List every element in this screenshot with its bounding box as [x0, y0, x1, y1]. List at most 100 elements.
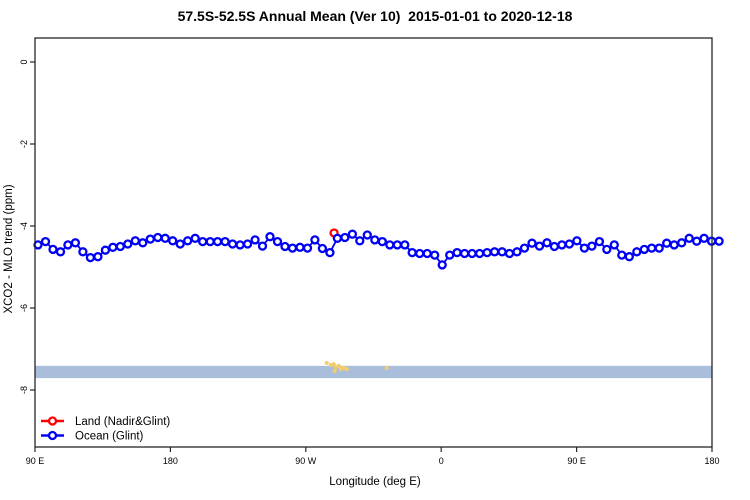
ocean-point [467, 248, 477, 259]
speck-point [336, 363, 341, 368]
legend-marker-ocean [47, 430, 58, 441]
ocean-point [340, 232, 350, 243]
y-tick-label: -6 [19, 304, 29, 312]
ocean-point [63, 240, 73, 250]
frame-layer [34, 37, 713, 448]
ocean-point [624, 252, 634, 262]
ocean-point [385, 240, 395, 250]
ocean-point [130, 236, 140, 246]
ocean-point [445, 250, 455, 260]
ocean-point [572, 236, 582, 246]
ocean-point [400, 240, 410, 250]
ocean-point [212, 236, 223, 247]
ocean-point [242, 239, 253, 249]
ocean-point [407, 247, 417, 258]
ocean-point [40, 236, 51, 247]
ocean-point [295, 242, 305, 252]
ocean-point [639, 244, 649, 255]
ocean-point [692, 236, 702, 246]
ocean-point [317, 243, 328, 254]
x-axis-label: Longitude (deg E) [329, 476, 421, 488]
ocean-point [55, 247, 66, 257]
ocean-point [145, 234, 155, 244]
ocean-point [377, 236, 387, 247]
ticks-layer: 90 E 180 90 W 0 90 E 180 0 -2 -4 -6 -8 [19, 59, 720, 466]
speck-point [344, 366, 349, 372]
shaded-band [35, 365, 712, 379]
ocean-point [347, 229, 358, 239]
ocean-point [175, 239, 185, 249]
ocean-point [699, 233, 709, 243]
ocean-point [160, 233, 170, 243]
x-tick-label: 90 E [26, 456, 45, 466]
ocean-point [512, 247, 522, 257]
y-tick-label: -8 [19, 386, 29, 394]
ocean-point [430, 250, 440, 260]
ocean-point [422, 248, 432, 259]
ocean-point [602, 244, 612, 255]
ocean-point [310, 235, 320, 245]
legend-label-ocean: Ocean (Glint) [75, 431, 144, 443]
ocean-point [220, 236, 230, 247]
legend-marker-land [47, 416, 58, 426]
ocean-point [677, 238, 687, 248]
ocean-point [662, 238, 672, 248]
ocean-point [190, 233, 200, 243]
ocean-point [452, 247, 462, 258]
ocean-point [474, 248, 485, 259]
ocean-point [370, 235, 380, 245]
ocean-point [519, 243, 530, 253]
ocean-point [138, 238, 148, 248]
ocean-point [272, 236, 283, 247]
ocean-point [542, 238, 552, 248]
y-axis-label: XCO2 - MLO trend (ppm) [3, 184, 15, 314]
ocean-point [534, 241, 545, 251]
y-tick-label: -2 [19, 140, 29, 148]
ocean-point [497, 247, 507, 257]
ocean-point [48, 244, 58, 255]
ocean-point [198, 236, 208, 247]
ocean-point [265, 232, 275, 242]
speck-point [332, 369, 337, 374]
ocean-point [100, 245, 111, 255]
x-tick-label: 180 [704, 456, 719, 466]
specks-layer [324, 360, 389, 374]
ocean-point [647, 243, 657, 253]
ocean-point [205, 236, 215, 247]
ocean-point [669, 240, 679, 250]
y-tick-label: 0 [19, 59, 29, 64]
ocean-point [70, 238, 81, 248]
plot-border [34, 37, 713, 448]
ocean-point [280, 241, 290, 252]
ocean-point [437, 260, 447, 270]
ocean-point [684, 233, 694, 243]
ocean-point [168, 236, 178, 246]
ocean-point [362, 230, 372, 240]
ocean-point [93, 252, 103, 262]
band-layer [35, 365, 712, 379]
ocean-point [332, 233, 343, 243]
legend: Land (Nadir&Glint) Ocean (Glint) [41, 416, 170, 443]
x-tick-label: 0 [439, 456, 444, 466]
speck-point [384, 365, 389, 370]
ocean-point [564, 239, 575, 249]
ocean-point [504, 248, 515, 259]
ocean-point [108, 242, 118, 252]
ocean-point [714, 236, 724, 246]
ocean-point [489, 247, 500, 257]
y-tick-label: -4 [19, 222, 29, 230]
ocean-point [557, 240, 567, 250]
ocean-point [153, 232, 163, 243]
ocean-point [482, 247, 492, 258]
ocean-point [250, 235, 260, 245]
ocean-point [654, 243, 664, 253]
ocean-point [632, 247, 642, 257]
ocean-point [235, 240, 245, 250]
ocean-point [302, 243, 313, 253]
ocean-point [587, 241, 597, 251]
ocean-point [415, 248, 425, 259]
ocean-point [123, 239, 133, 249]
ocean-point [78, 247, 88, 257]
